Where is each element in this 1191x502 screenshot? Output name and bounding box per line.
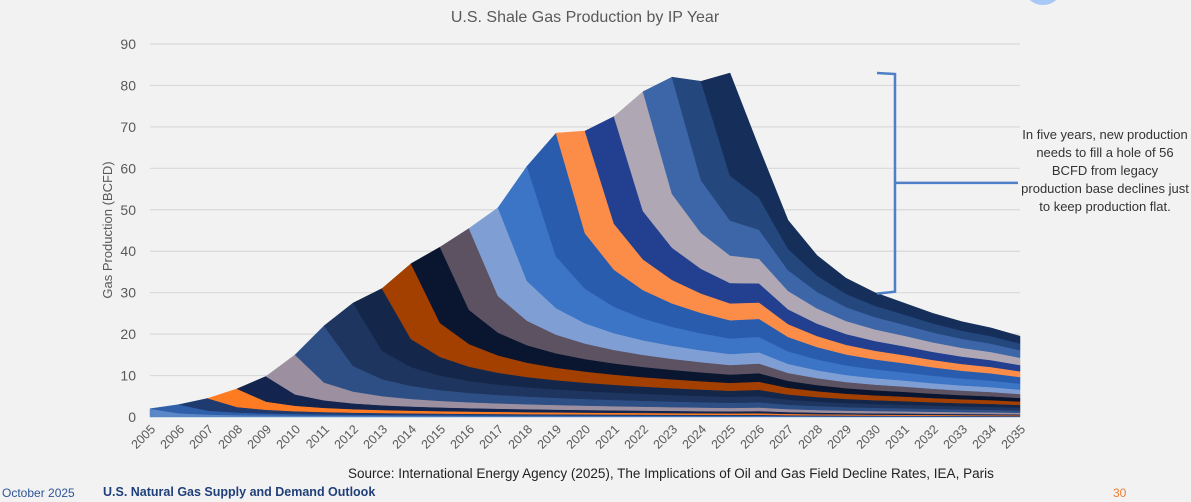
x-tick-label: 2016 — [448, 422, 478, 452]
area-vintage-2025 — [700, 72, 1021, 344]
x-axis-ticks: 2005 2006 2007 2008 2009 2010 2011 2012 2013 2014… — [129, 422, 1029, 452]
x-tick-label: 2026 — [738, 422, 768, 452]
y-tick-label: 50 — [120, 202, 136, 218]
x-tick-label: 2007 — [187, 422, 217, 452]
x-tick-label: 2022 — [622, 422, 652, 452]
y-tick-label: 10 — [120, 368, 136, 384]
x-tick-label: 2008 — [216, 422, 246, 452]
footer-title: U.S. Natural Gas Supply and Demand Outlo… — [103, 485, 376, 499]
x-tick-label: 2017 — [477, 422, 507, 452]
y-tick-label: 30 — [120, 285, 136, 301]
y-tick-label: 0 — [128, 409, 136, 425]
footer-date: October 2025 — [2, 486, 75, 500]
y-tick-label: 90 — [120, 36, 136, 52]
y-tick-label: 70 — [120, 119, 136, 135]
x-tick-label: 2023 — [651, 422, 681, 452]
decorative-circle — [1026, 0, 1060, 5]
x-tick-label: 2034 — [970, 422, 1000, 452]
x-tick-label: 2006 — [158, 422, 188, 452]
bracket-line — [876, 71, 897, 295]
x-tick-label: 2015 — [419, 422, 449, 452]
source-citation: Source: International Energy Agency (202… — [348, 466, 994, 481]
x-tick-label: 2035 — [999, 422, 1029, 452]
x-tick-label: 2024 — [680, 422, 710, 452]
x-tick-label: 2014 — [390, 422, 420, 452]
x-tick-label: 2010 — [274, 422, 304, 452]
annotation-text: In five years, new production needs to f… — [1021, 127, 1189, 214]
page-number: 30 — [1113, 486, 1127, 500]
y-tick-label: 60 — [120, 160, 136, 176]
x-tick-label: 2029 — [825, 422, 855, 452]
x-tick-label: 2011 — [303, 422, 332, 451]
y-axis-label: Gas Production (BCFD) — [100, 161, 115, 298]
x-tick-label: 2012 — [332, 422, 362, 452]
x-tick-label: 2028 — [796, 422, 826, 452]
x-tick-label: 2005 — [129, 422, 159, 452]
x-tick-label: 2031 — [883, 422, 913, 452]
x-tick-label: 2027 — [767, 422, 797, 452]
x-tick-label: 2019 — [535, 422, 565, 452]
y-tick-label: 20 — [120, 326, 136, 342]
x-tick-label: 2020 — [564, 422, 594, 452]
annotation-bracket — [876, 71, 1018, 295]
x-tick-label: 2009 — [245, 422, 275, 452]
x-tick-label: 2018 — [506, 422, 536, 452]
x-tick-label: 2013 — [361, 422, 391, 452]
x-tick-label: 2033 — [941, 422, 971, 452]
shale-gas-chart: U.S. Shale Gas Production by IP Year 0 10… — [100, 9, 1029, 452]
x-tick-label: 2030 — [854, 422, 884, 452]
chart-title: U.S. Shale Gas Production by IP Year — [451, 9, 720, 26]
x-tick-label: 2032 — [912, 422, 942, 452]
y-tick-label: 40 — [120, 243, 136, 259]
y-tick-label: 80 — [120, 77, 136, 93]
y-axis-ticks: 0 10 20 30 40 50 60 70 80 90 — [120, 36, 136, 425]
x-tick-label: 2025 — [709, 422, 739, 452]
stacked-areas — [149, 72, 1021, 418]
x-tick-label: 2021 — [593, 422, 623, 452]
